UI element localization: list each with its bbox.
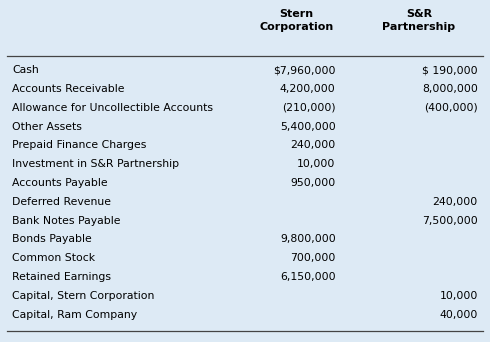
- Text: 240,000: 240,000: [291, 140, 336, 150]
- Text: 240,000: 240,000: [433, 197, 478, 207]
- Text: Investment in S&R Partnership: Investment in S&R Partnership: [12, 159, 179, 169]
- Text: 950,000: 950,000: [291, 178, 336, 188]
- Text: 4,200,000: 4,200,000: [280, 84, 336, 94]
- Text: Prepaid Finance Charges: Prepaid Finance Charges: [12, 140, 147, 150]
- Text: Deferred Revenue: Deferred Revenue: [12, 197, 111, 207]
- Text: Capital, Stern Corporation: Capital, Stern Corporation: [12, 291, 155, 301]
- Text: Bank Notes Payable: Bank Notes Payable: [12, 215, 121, 226]
- Text: Cash: Cash: [12, 65, 39, 75]
- Text: Retained Earnings: Retained Earnings: [12, 272, 111, 282]
- Text: 10,000: 10,000: [297, 159, 336, 169]
- Text: Bonds Payable: Bonds Payable: [12, 234, 92, 245]
- Text: 10,000: 10,000: [440, 291, 478, 301]
- Text: 8,000,000: 8,000,000: [422, 84, 478, 94]
- Text: Common Stock: Common Stock: [12, 253, 96, 263]
- Text: Other Assets: Other Assets: [12, 121, 82, 132]
- Text: 40,000: 40,000: [440, 310, 478, 320]
- Text: Capital, Ram Company: Capital, Ram Company: [12, 310, 137, 320]
- Text: Allowance for Uncollectible Accounts: Allowance for Uncollectible Accounts: [12, 103, 213, 113]
- Text: 700,000: 700,000: [290, 253, 336, 263]
- Text: Stern
Corporation: Stern Corporation: [259, 9, 334, 32]
- Text: $7,960,000: $7,960,000: [273, 65, 336, 75]
- Text: Accounts Receivable: Accounts Receivable: [12, 84, 125, 94]
- Text: 5,400,000: 5,400,000: [280, 121, 336, 132]
- Text: 7,500,000: 7,500,000: [422, 215, 478, 226]
- Text: 6,150,000: 6,150,000: [280, 272, 336, 282]
- Text: (400,000): (400,000): [424, 103, 478, 113]
- Text: $ 190,000: $ 190,000: [422, 65, 478, 75]
- Text: (210,000): (210,000): [282, 103, 336, 113]
- Text: S&R
Partnership: S&R Partnership: [382, 9, 456, 32]
- Text: 9,800,000: 9,800,000: [280, 234, 336, 245]
- Text: Accounts Payable: Accounts Payable: [12, 178, 108, 188]
